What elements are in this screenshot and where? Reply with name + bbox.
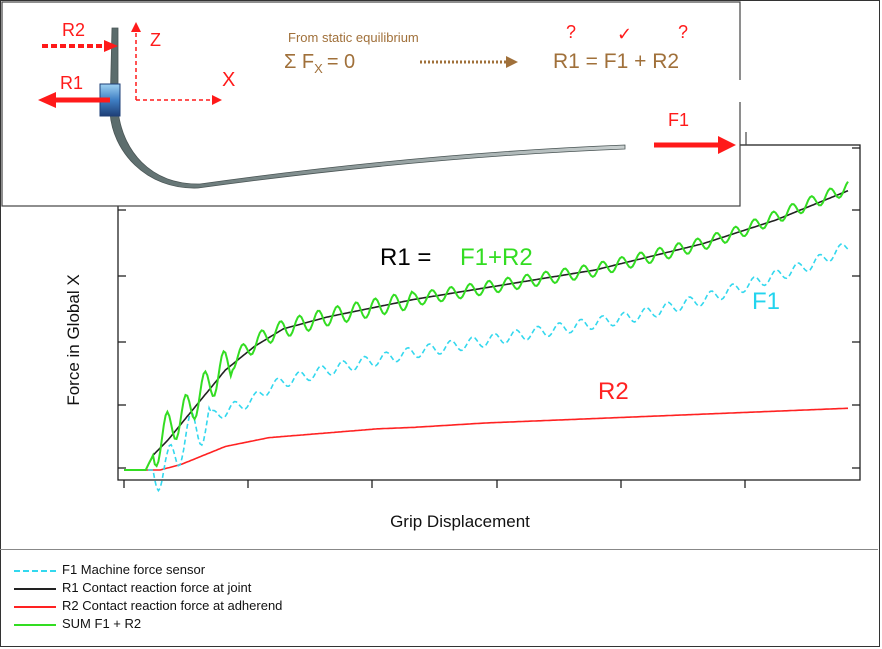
legend-swatch-f1 (14, 570, 56, 572)
r2-curve-label: R2 (598, 378, 629, 405)
legend-top-border (0, 549, 878, 550)
y-axis-label: Force in Global X (64, 274, 83, 405)
legend: F1 Machine force sensor R1 Contact react… (0, 549, 878, 640)
series-f1-line (124, 243, 849, 493)
adherend-strip (109, 27, 626, 189)
unknown-mark-r1: ? (566, 22, 576, 42)
legend-swatch-r2 (14, 606, 56, 608)
r1-equation-label: R1 = (380, 244, 432, 271)
equilibrium-diagram: R2 R1 Z X From static equilibrium Σ FX = … (1, 1, 747, 207)
f1-plus-r2-label: F1+R2 (460, 244, 533, 271)
equilibrium-equation: Σ FX = 0 (284, 51, 355, 76)
result-equation: R1 = F1 + R2 (553, 50, 679, 73)
f1-curve-label: F1 (752, 288, 781, 315)
r1-label: R1 (60, 73, 83, 93)
known-mark-f1: ✓ (617, 24, 632, 45)
series-r1-line (124, 189, 849, 471)
legend-label-r1: R1 Contact reaction force at joint (62, 580, 252, 595)
legend-label-sum: SUM F1 + R2 (62, 616, 142, 631)
legend-label-r2: R2 Contact reaction force at adherend (62, 598, 283, 613)
equilibrium-caption: From static equilibrium (288, 30, 419, 45)
series-r2-line (124, 407, 848, 471)
x-axis-label: Grip Displacement (390, 512, 530, 531)
legend-swatch-r1 (14, 588, 56, 590)
f1-label: F1 (668, 110, 689, 130)
diagram-inset-box (1, 1, 741, 207)
unknown-mark-r2: ? (678, 22, 688, 42)
x-axis-label: X (222, 69, 235, 91)
legend-swatch-sum (14, 624, 56, 626)
plot-series (124, 181, 849, 493)
series-sum-line (124, 181, 849, 471)
legend-label-f1: F1 Machine force sensor (62, 562, 206, 577)
z-axis-label: Z (150, 30, 161, 50)
r2-label: R2 (62, 20, 85, 40)
